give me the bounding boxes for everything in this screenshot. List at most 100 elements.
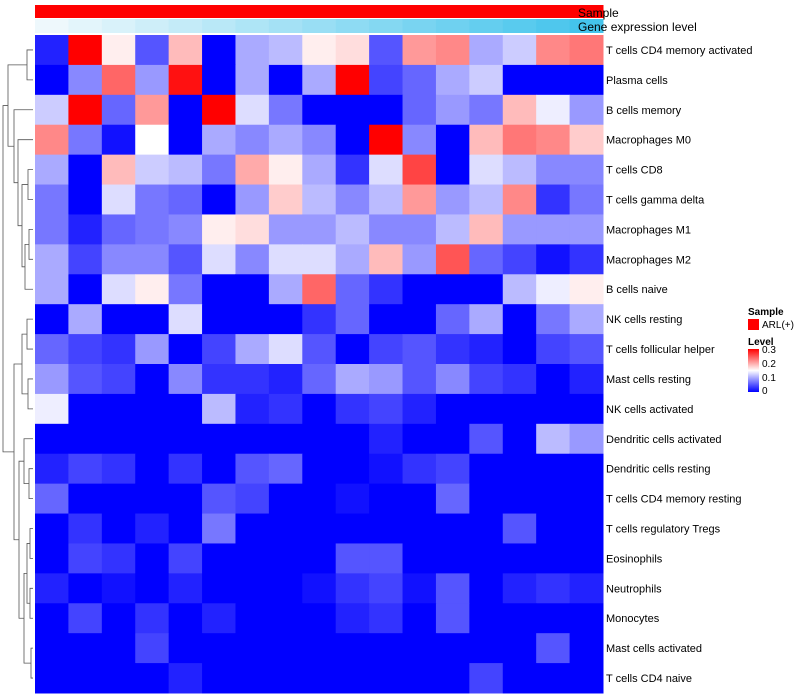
row-label: Neutrophils — [606, 583, 662, 595]
row-label: Eosinophils — [606, 553, 663, 565]
heatmap-cell — [268, 513, 303, 544]
heatmap-cell — [302, 573, 337, 604]
heatmap-cell — [536, 334, 571, 365]
heatmap-cell — [435, 423, 470, 455]
heatmap-cell — [235, 423, 270, 455]
heatmap-cell — [369, 543, 404, 574]
sample-annotation-cell — [235, 5, 270, 18]
row-label: Macrophages M2 — [606, 254, 691, 266]
sample-annotation-cell — [35, 5, 69, 18]
heatmap-cell — [402, 633, 437, 664]
heatmap-cell — [202, 633, 236, 664]
heatmap-cell — [502, 334, 537, 365]
row-label: B cells naive — [606, 284, 668, 296]
legend-level-tick: 0 — [762, 386, 768, 397]
expression-annotation-cell — [35, 19, 69, 33]
heatmap-cell — [502, 513, 537, 544]
heatmap-cell — [569, 244, 604, 275]
heatmap-cell — [469, 304, 504, 335]
row-label: Monocytes — [606, 613, 660, 625]
heatmap-cell — [502, 573, 537, 604]
heatmap-cell — [168, 483, 203, 515]
heatmap-cell — [335, 244, 370, 275]
heatmap-cell — [68, 184, 103, 215]
heatmap-cell — [335, 513, 370, 544]
heatmap-cell — [435, 573, 470, 604]
heatmap-cell — [536, 453, 571, 485]
heatmap-cell — [68, 513, 103, 544]
heatmap-cell — [502, 603, 537, 634]
heatmap-cell — [469, 244, 504, 275]
heatmap-cell — [101, 64, 136, 96]
heatmap-cell — [402, 364, 437, 395]
heatmap-cell — [35, 543, 69, 574]
heatmap-cell — [469, 124, 504, 156]
heatmap-cell — [435, 35, 470, 66]
legend-level-tick: 0.2 — [762, 359, 776, 370]
heatmap-cell — [202, 543, 236, 574]
heatmap-cell — [101, 393, 136, 425]
heatmap-cell — [335, 453, 370, 485]
heatmap-cell — [35, 124, 69, 156]
heatmap-cell — [502, 64, 537, 96]
heatmap-cell — [469, 274, 504, 305]
heatmap-cell — [68, 124, 103, 156]
heatmap-cell — [369, 423, 404, 455]
heatmap-cell — [268, 663, 303, 694]
sample-annotation-cell — [569, 5, 604, 18]
heatmap-cell — [302, 513, 337, 544]
heatmap-cell — [302, 453, 337, 485]
dendrogram-branch — [26, 318, 33, 350]
heatmap-cell — [435, 364, 470, 395]
heatmap-cell — [369, 35, 404, 66]
sample-annotation-cell — [202, 5, 236, 18]
expression-annotation-cell — [202, 19, 236, 33]
dendrogram-branch — [13, 363, 22, 541]
heatmap-cell — [168, 304, 203, 335]
heatmap-cell — [469, 393, 504, 425]
heatmap-cell — [35, 633, 69, 664]
heatmap-cell — [569, 603, 604, 634]
heatmap-cell — [168, 184, 203, 215]
heatmap-cell — [235, 124, 270, 156]
heatmap-cell — [35, 154, 69, 186]
sample-annotation-cell — [402, 5, 437, 18]
heatmap-cell — [435, 274, 470, 305]
heatmap-cell — [268, 94, 303, 126]
sample-annotation-cell — [536, 5, 571, 18]
heatmap-cell — [235, 663, 270, 694]
heatmap-cell — [435, 244, 470, 275]
heatmap-cell — [202, 244, 236, 275]
heatmap-cell — [68, 633, 103, 664]
heatmap-cell — [302, 124, 337, 156]
heatmap-cell — [202, 453, 236, 485]
heatmap-cell — [435, 154, 470, 186]
dendrogram-branch — [2, 105, 14, 453]
heatmap-cell — [68, 274, 103, 305]
row-dendrogram — [2, 49, 33, 679]
heatmap-cell — [335, 334, 370, 365]
heatmap-cell — [235, 154, 270, 186]
heatmap-cell — [35, 453, 69, 485]
heatmap-cell — [302, 64, 337, 96]
heatmap-cell — [68, 423, 103, 455]
heatmap-cell — [569, 214, 604, 245]
heatmap-cell — [35, 603, 69, 634]
row-label: Dendritic cells resting — [606, 464, 711, 476]
heatmap-cell — [35, 184, 69, 215]
heatmap-cell — [135, 244, 170, 275]
expression-annotation-cell — [335, 19, 370, 33]
heatmap-cell — [569, 483, 604, 515]
row-label: Macrophages M0 — [606, 135, 691, 147]
heatmap-cell — [235, 483, 270, 515]
heatmap-cell — [268, 603, 303, 634]
heatmap-cell — [502, 633, 537, 664]
heatmap-cell — [302, 154, 337, 186]
expression-annotation-label: Gene expression level — [578, 20, 697, 34]
heatmap-cell — [435, 64, 470, 96]
heatmap-cell — [569, 543, 604, 574]
row-labels: T cells CD4 memory activated Plasma cells… — [606, 45, 753, 685]
heatmap-cell — [168, 573, 203, 604]
heatmap-cell — [101, 633, 136, 664]
heatmap-cell — [202, 304, 236, 335]
